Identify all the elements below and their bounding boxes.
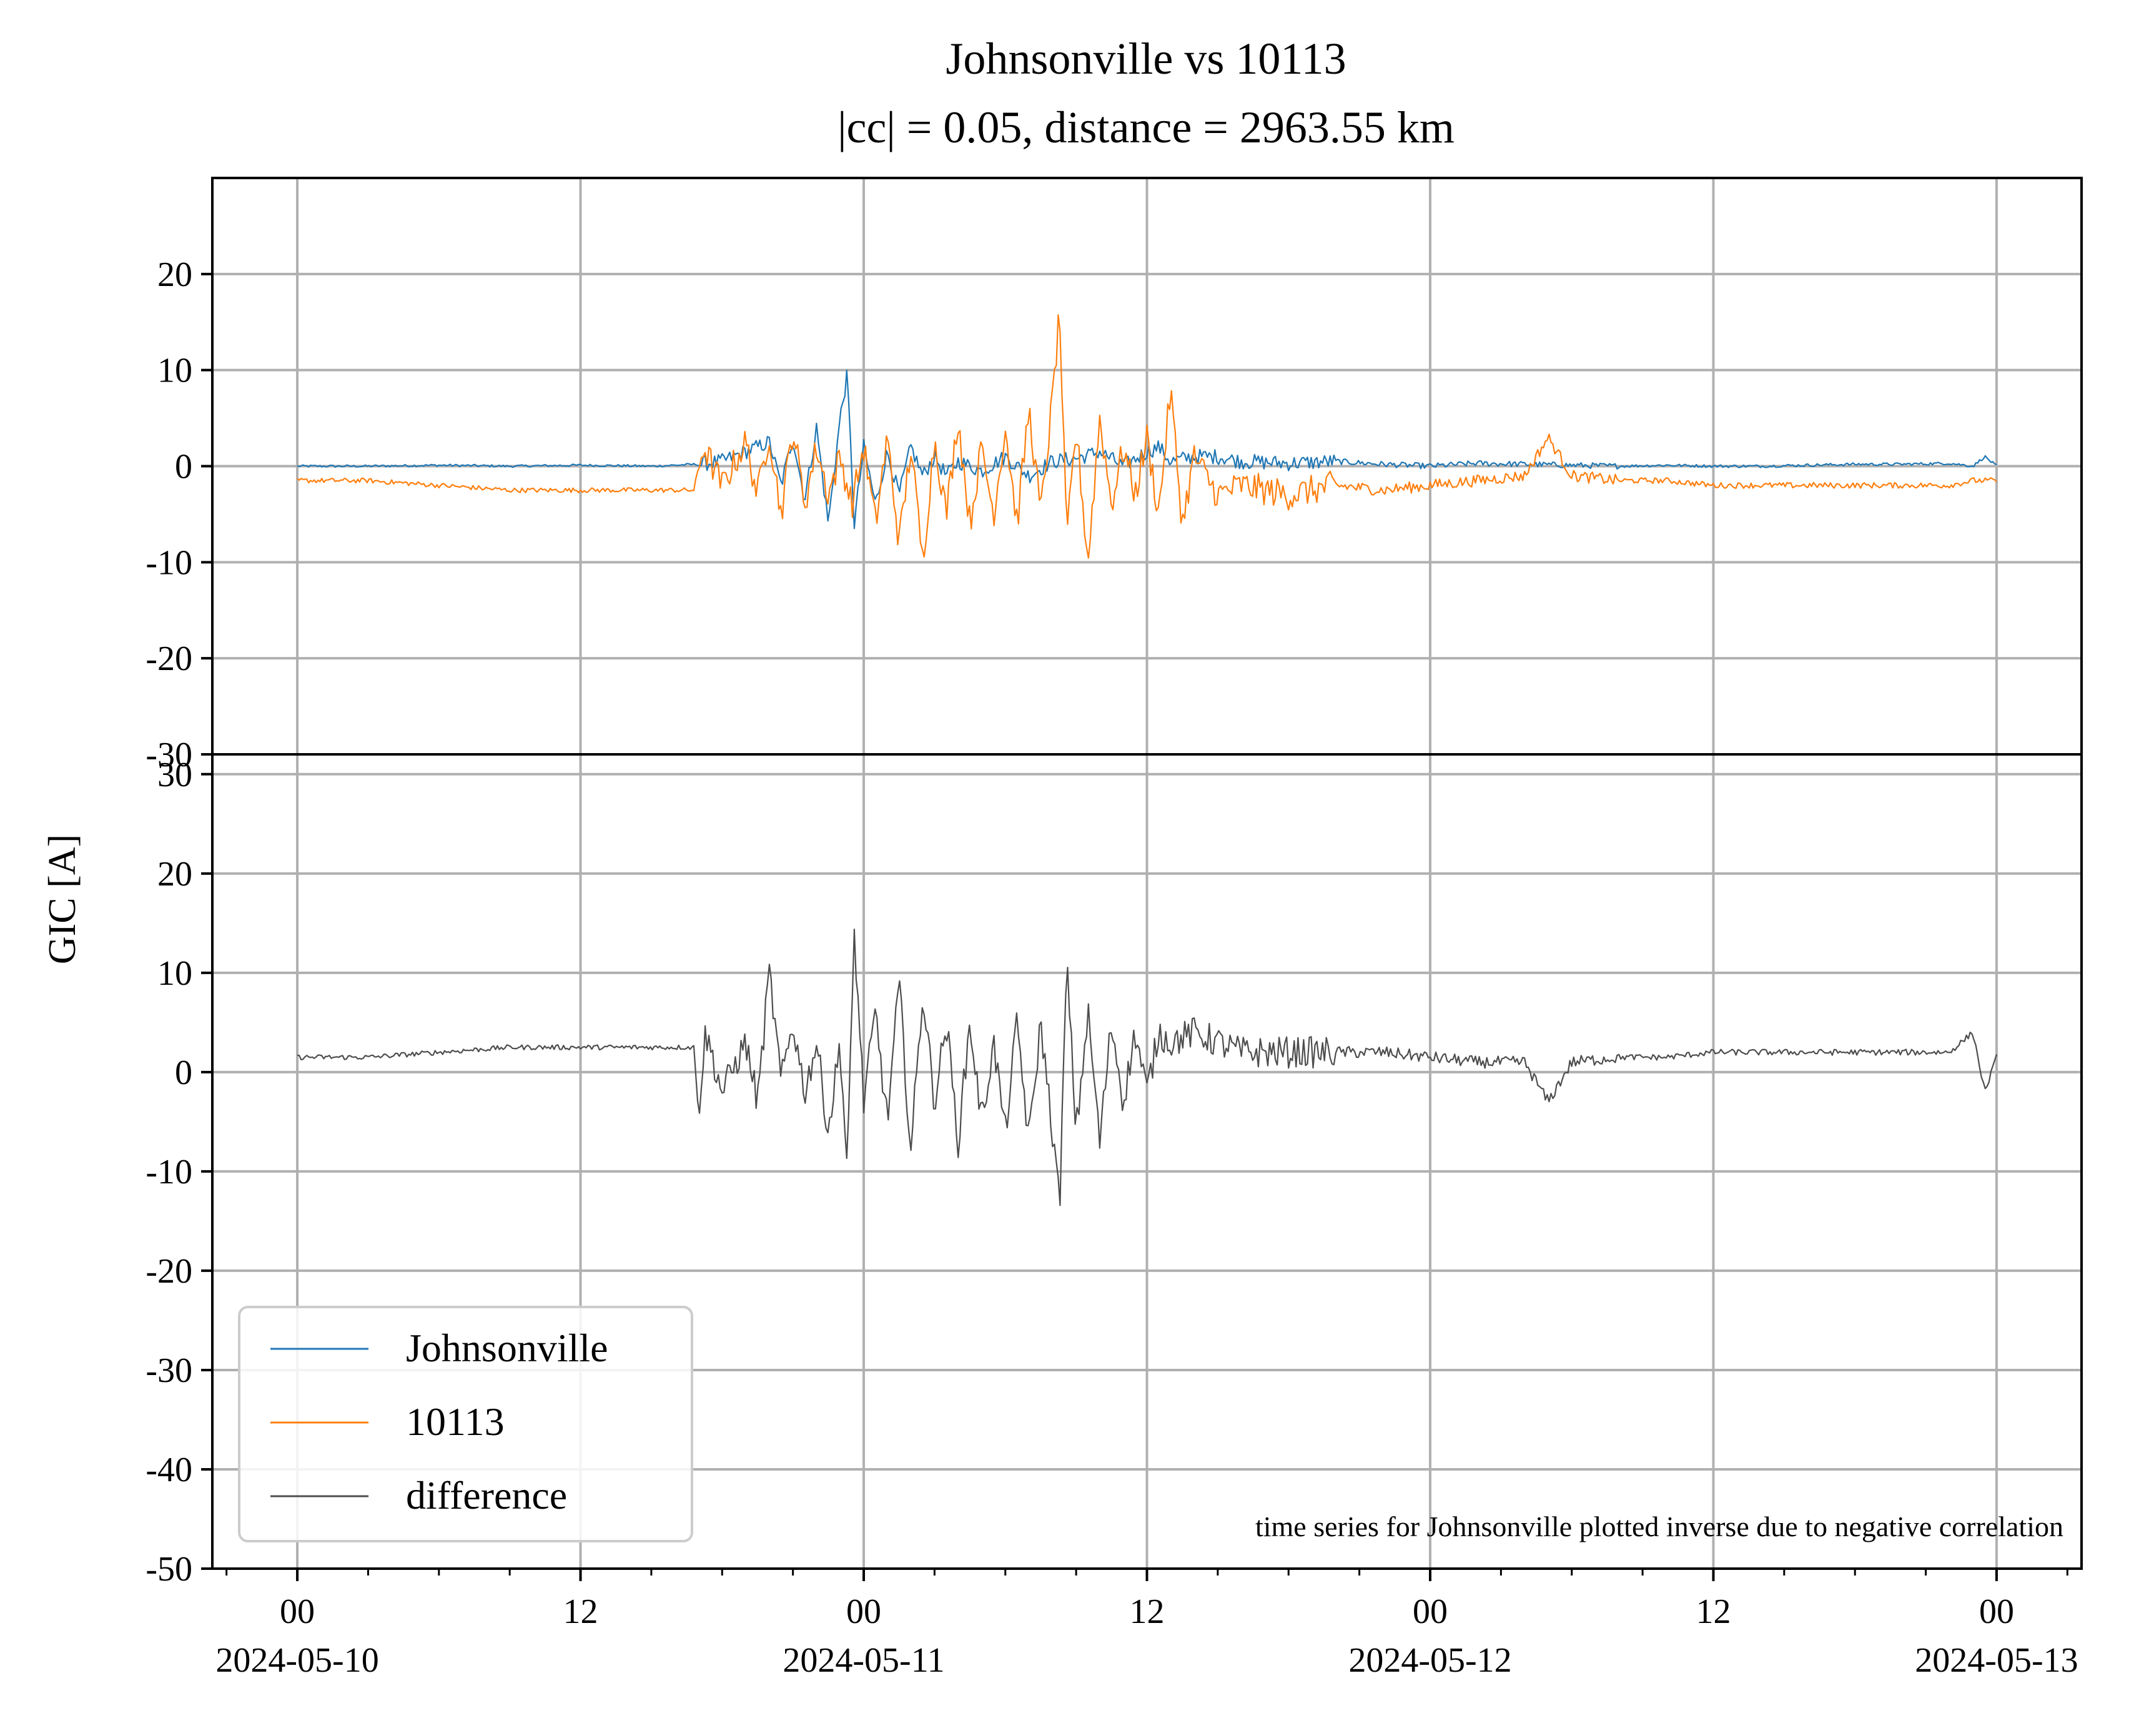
legend-label-difference: difference [406,1473,567,1517]
bottom-ytick-label-8: -50 [146,1550,192,1589]
bottom-ytick-label-7: -40 [146,1451,192,1489]
top-ytick-label-5: -30 [146,736,192,774]
bottom-ytick-label-3: 0 [175,1053,192,1092]
bottom-ytick-label-5: -20 [146,1252,192,1291]
x-tick-label-3: 12 [1130,1592,1165,1631]
bottom-ytick-label-1: 20 [157,855,192,894]
y-axis-label: GIC [A] [41,834,84,964]
top-ytick-label-2: 0 [175,448,192,486]
bottom-ytick-label-0: 30 [157,756,192,794]
x-tick-label-4: 00 [1413,1592,1448,1631]
inverse-plot-note: time series for Johnsonville plotted inv… [1255,1511,2063,1542]
top-ytick-label-1: 10 [157,352,192,390]
x-tick-label-0: 00 [280,1592,315,1631]
top-ytick-label-4: -20 [146,639,192,678]
bottom-ytick-label-4: -10 [146,1153,192,1191]
bottom-ytick-label-6: -30 [146,1351,192,1390]
legend: Johnsonville 10113 difference [238,1306,693,1542]
top-y-ticks: 20 10 0 -10 -20 -30 [146,255,212,774]
x-tick-label-1: 12 [563,1592,598,1631]
bottom-panel: 30 20 10 0 -10 -20 -30 -40 -50 00 2024-05-10 12 00 2… [146,753,2083,1680]
x-tick-label-6: 00 [1979,1592,2014,1631]
top-ytick-label-3: -10 [146,543,192,582]
top-ytick-label-0: 20 [157,255,192,294]
x-tick-date-0: 2024-05-10 [215,1641,378,1680]
chart-subtitle: |cc| = 0.05, distance = 2963.55 km [837,102,1455,152]
x-tick-label-2: 00 [846,1592,881,1631]
chart-title: Johnsonville vs 10113 [946,34,1346,84]
x-tick-date-4: 2024-05-12 [1348,1641,1511,1680]
x-tick-date-2: 2024-05-11 [783,1641,944,1680]
x-tick-label-5: 12 [1696,1592,1731,1631]
bottom-y-ticks: 30 20 10 0 -10 -20 -30 -40 -50 [146,756,212,1589]
bottom-ytick-label-2: 10 [157,954,192,993]
legend-label-johnsonville: Johnsonville [406,1326,608,1370]
legend-label-10113: 10113 [406,1399,505,1444]
x-axis-ticks: 00 2024-05-10 12 00 2024-05-11 12 00 2024-05-12… [215,1569,2078,1680]
top-panel: 20 10 0 -10 -20 -30 [146,177,2083,774]
legend-box [238,1306,693,1542]
x-tick-date-6: 2024-05-13 [1915,1641,2078,1680]
